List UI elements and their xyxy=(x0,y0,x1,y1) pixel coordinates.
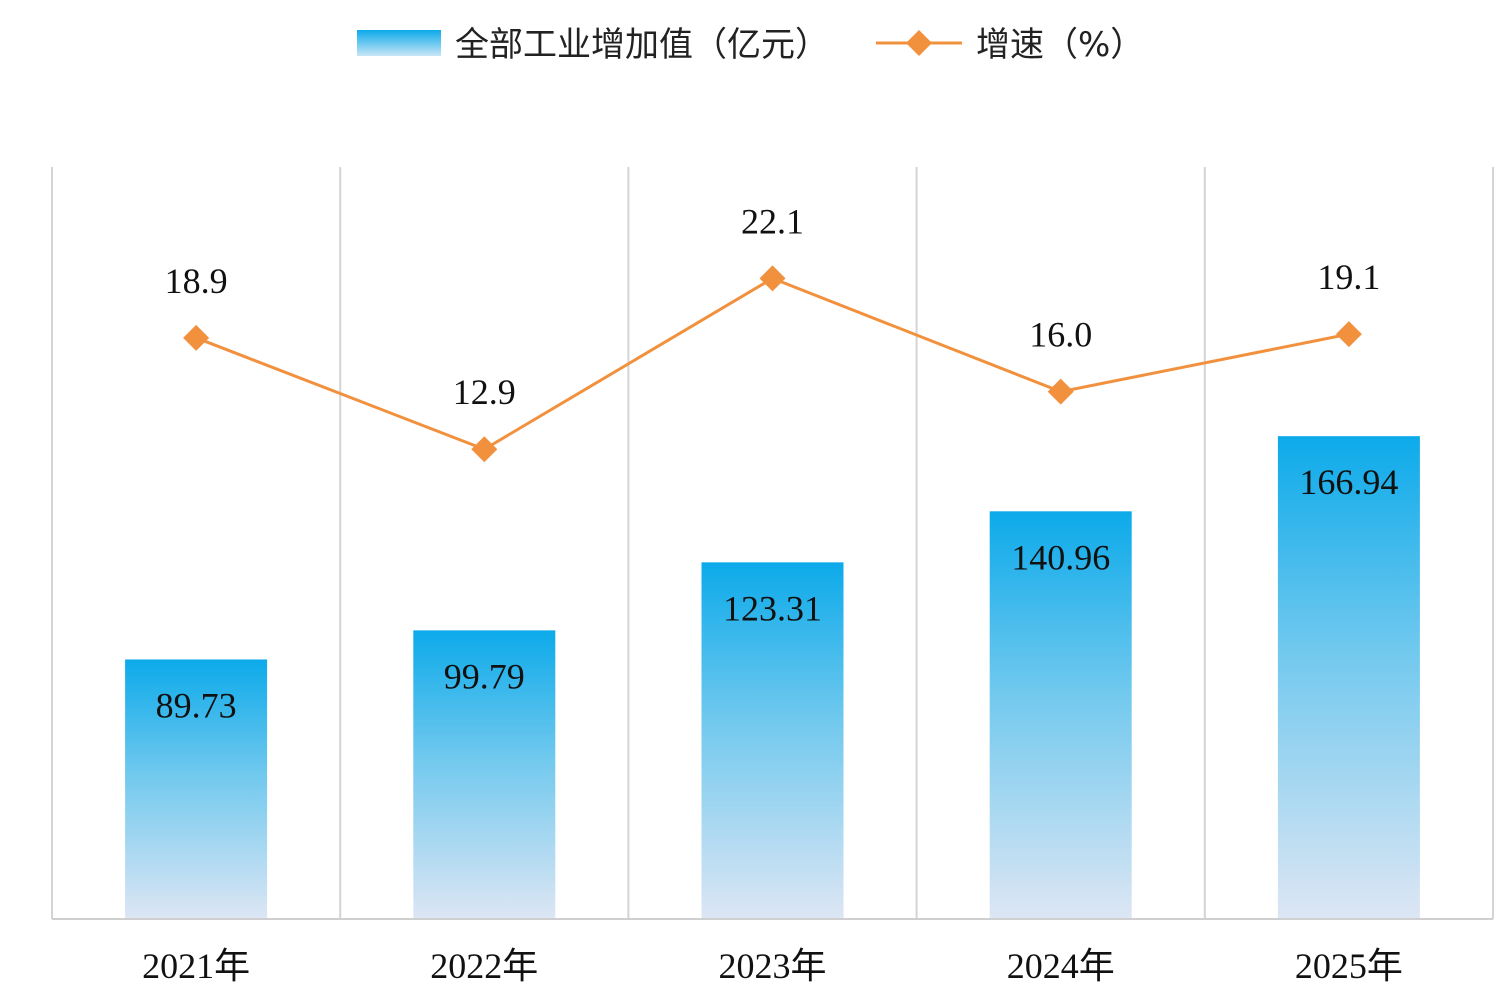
line-value-label-4: 19.1 xyxy=(1317,257,1380,297)
bar-value-label-3: 140.96 xyxy=(1011,537,1110,577)
bar-series: 89.73 99.79 123.31 140.96 166.94 xyxy=(125,436,1420,919)
line-value-label-0: 18.9 xyxy=(165,261,228,301)
bar-value-label-4: 166.94 xyxy=(1299,462,1398,502)
bar-1 xyxy=(413,630,556,919)
legend: 全部工业增加值（亿元） 增速（%） xyxy=(357,25,1144,65)
bar-2 xyxy=(701,562,844,919)
bar-value-label-1: 99.79 xyxy=(444,656,525,696)
bar-value-label-2: 123.31 xyxy=(723,588,822,628)
bar-value-label-0: 89.73 xyxy=(156,685,237,725)
line-value-label-1: 12.9 xyxy=(453,372,516,412)
bar-3 xyxy=(989,511,1132,919)
category-label-2: 2023年 xyxy=(718,946,826,986)
bar-4 xyxy=(1277,436,1420,919)
category-label-0: 2021年 xyxy=(142,946,250,986)
x-axis-category-labels: 2021年 2022年 2023年 2024年 2025年 xyxy=(142,946,1403,986)
growth-rate-line xyxy=(195,276,1350,451)
category-label-1: 2022年 xyxy=(430,946,538,986)
line-point-0 xyxy=(183,324,210,351)
line-point-2 xyxy=(759,265,786,292)
line-point-1 xyxy=(471,436,498,463)
legend-bar-label: 全部工业增加值（亿元） xyxy=(455,25,829,65)
category-label-3: 2024年 xyxy=(1007,946,1115,986)
line-value-label-3: 16.0 xyxy=(1029,315,1092,355)
line-series: 18.9 12.9 22.1 16.0 19.1 xyxy=(165,201,1380,463)
category-label-4: 2025年 xyxy=(1295,946,1403,986)
vertical-gridlines xyxy=(51,167,1494,919)
line-value-label-2: 22.1 xyxy=(741,201,804,241)
bar-0 xyxy=(125,659,268,919)
legend-bar-swatch xyxy=(357,30,441,56)
legend-line-label: 增速（%） xyxy=(976,25,1144,65)
legend-diamond-marker xyxy=(906,30,932,56)
line-point-4 xyxy=(1335,321,1362,348)
line-point-3 xyxy=(1047,378,1074,405)
